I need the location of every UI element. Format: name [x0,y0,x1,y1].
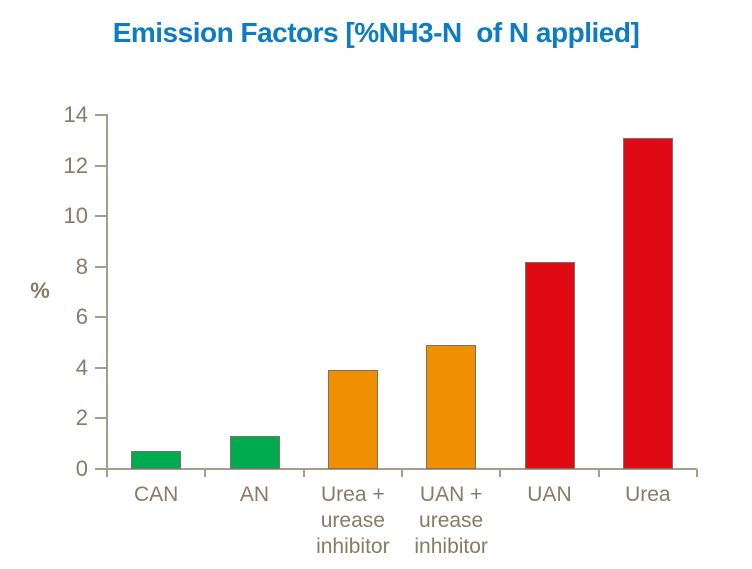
y-tick-label: 10 [63,203,88,229]
y-tick-label: 14 [63,102,88,128]
y-tick-mark [95,114,107,117]
x-tick-mark [106,469,108,477]
y-tick-label: 2 [75,405,88,431]
y-tick-mark [95,468,107,470]
x-category-label: Urea + urease inhibitor [316,483,390,558]
bar-urea [622,137,673,469]
x-tick-mark [400,469,403,477]
y-tick-mark [95,417,107,420]
y-tick-mark [95,265,107,268]
y-tick-label: 8 [75,253,88,279]
bar-uan-urease-inhibitor [426,345,477,469]
bar-uan [524,261,575,469]
x-tick-mark [597,469,600,477]
x-tick-mark [499,469,502,477]
bar-can [131,451,182,469]
x-category-label: UAN + urease inhibitor [414,483,488,558]
y-tick-mark [95,316,107,319]
bar-urea-urease-inhibitor [327,370,378,469]
y-axis-line [106,114,108,477]
y-axis-label: % [30,278,50,303]
x-tick-mark [302,469,305,477]
y-tick-mark [95,366,107,369]
x-category-label: CAN [133,483,179,506]
y-tick-mark [95,215,107,218]
y-tick-mark [95,164,107,167]
y-tick-label: 12 [63,152,88,178]
x-tick-mark [695,469,698,477]
x-axis-line [95,468,697,470]
x-tick-mark [204,469,207,477]
chart-title: Emission Factors [%NH3-N of N applied] [112,17,640,48]
y-tick-label: 6 [75,304,88,330]
y-tick-label: 4 [75,354,88,380]
bar-an [229,436,280,469]
x-category-label: UAN [527,483,572,506]
x-category-label: AN [239,483,270,506]
y-tick-label: 0 [75,456,88,481]
x-category-label: Urea [625,483,671,506]
